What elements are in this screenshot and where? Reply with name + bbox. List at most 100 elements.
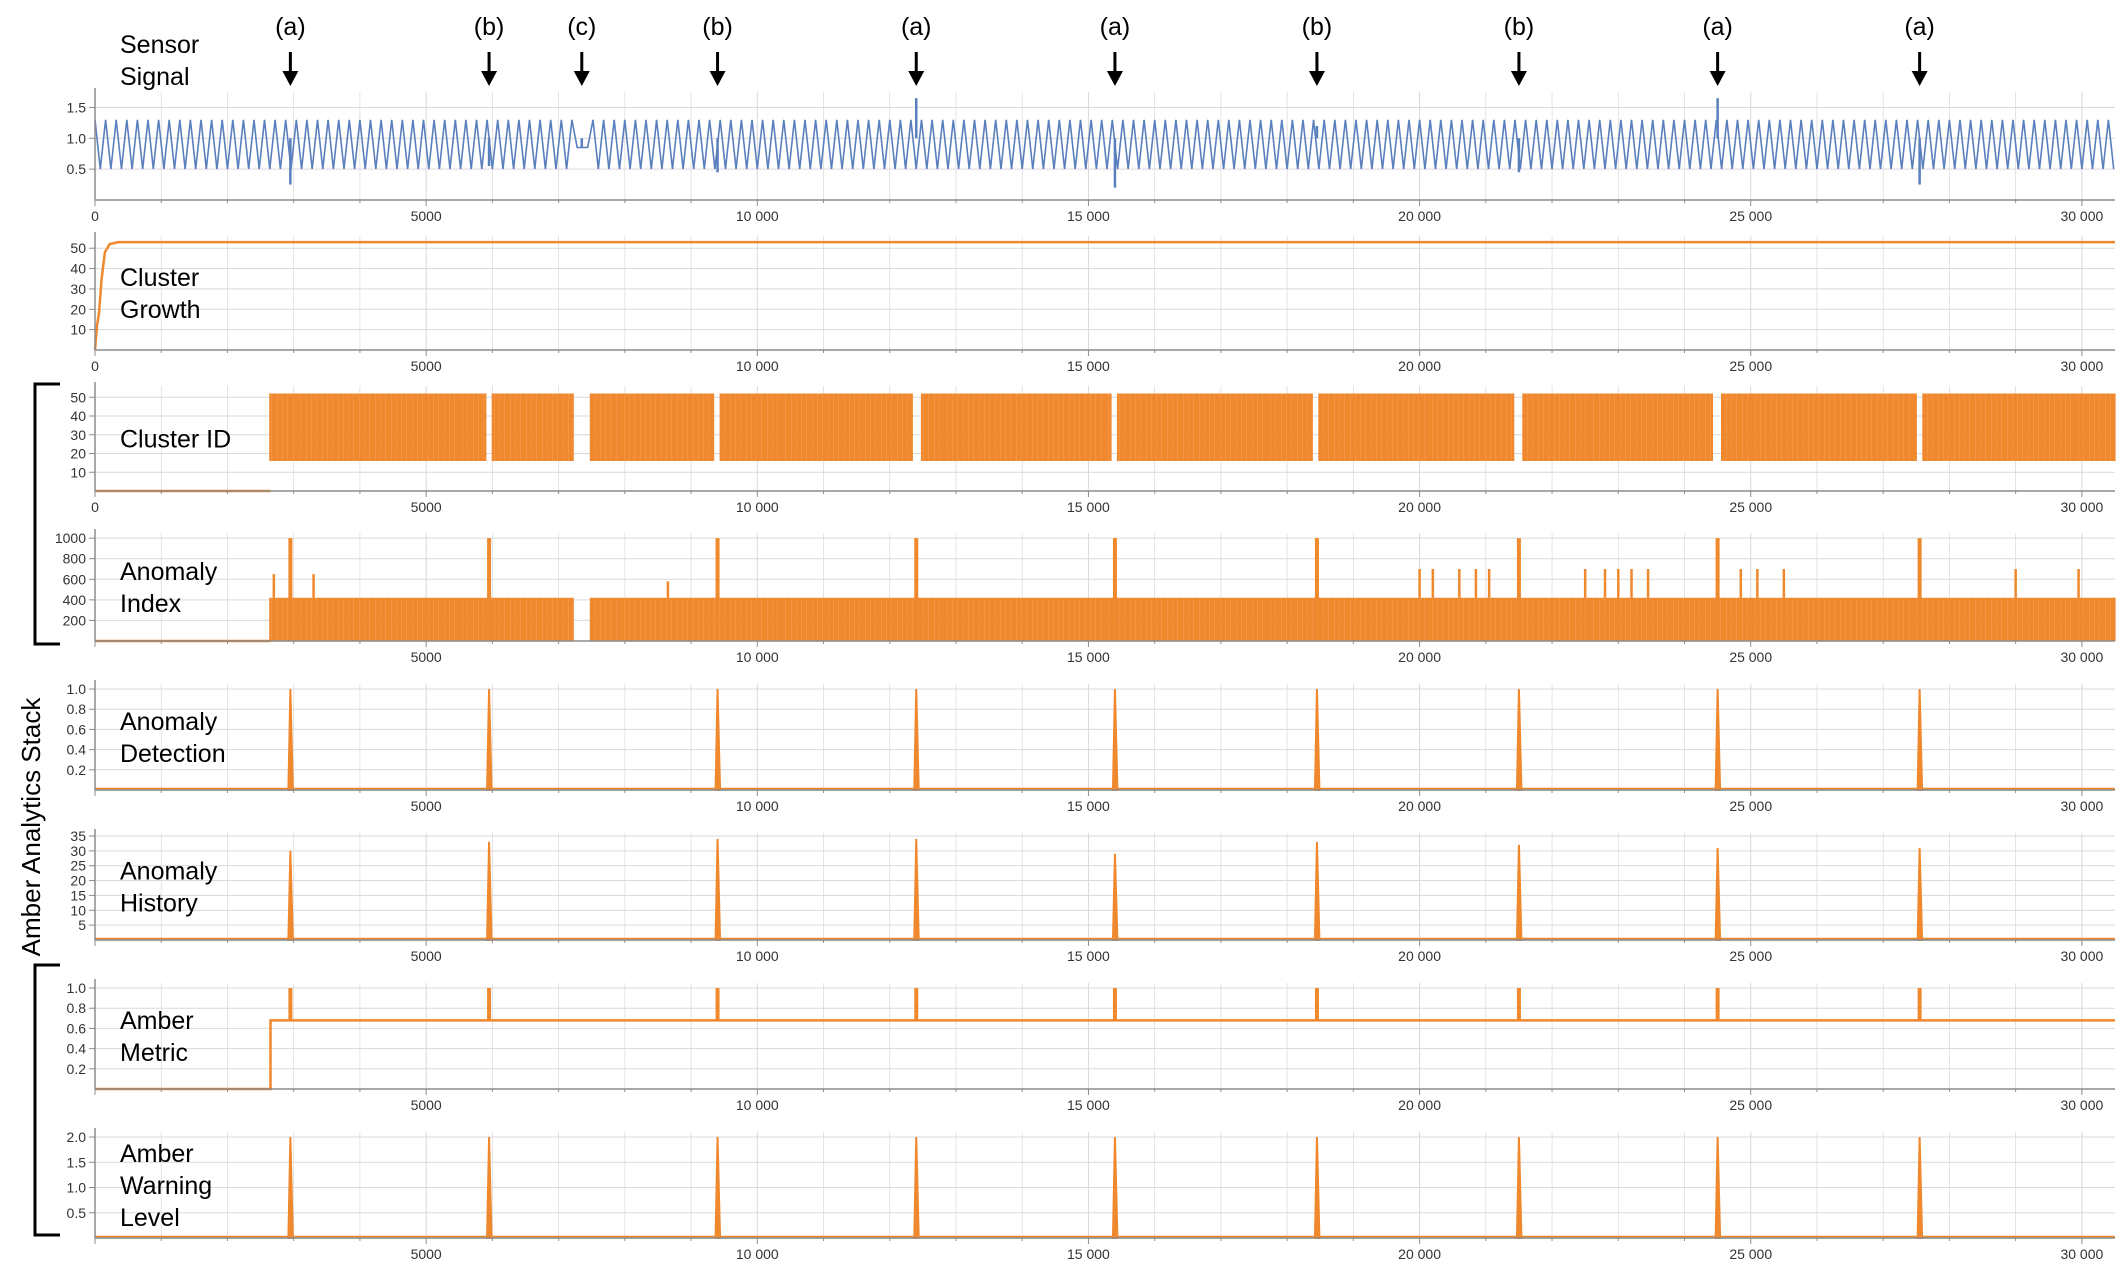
- x-tick-label: 10 000: [736, 1097, 779, 1113]
- x-tick-label: 5000: [411, 649, 442, 665]
- y-tick-label: 0.2: [67, 1061, 87, 1077]
- x-tick-label: 5000: [411, 499, 442, 515]
- event-marker-arrow-head: [1308, 71, 1325, 86]
- y-tick-label: 30: [70, 281, 86, 297]
- event-marker: (a): [275, 13, 306, 86]
- cluster-id-series: [95, 393, 2116, 493]
- x-tick-label: 10 000: [736, 649, 779, 665]
- anomaly-detection-spike: [1916, 689, 1924, 791]
- anomaly-history-spike: [486, 841, 493, 941]
- event-marker-label: (b): [1504, 13, 1535, 41]
- event-marker-arrow-head: [1911, 71, 1928, 86]
- amber-warning-level-spike: [287, 1137, 294, 1239]
- x-tick-label: 0: [91, 499, 99, 515]
- amber-warning-level-spike: [1111, 1137, 1119, 1239]
- x-tick-label: 25 000: [1729, 208, 1772, 224]
- y-tick-label: 200: [63, 612, 87, 628]
- panel-anomaly-history: 5000 10 000 15 000 20 000 25 000 30 000510152…: [70, 828, 2115, 964]
- x-tick-label: 25 000: [1729, 649, 1772, 665]
- x-tick-label: 30 000: [2060, 358, 2103, 374]
- event-marker-arrow-head: [573, 71, 590, 86]
- event-marker: (c): [567, 13, 596, 86]
- x-tick-label: 10 000: [736, 358, 779, 374]
- sensor-signal-line: [94, 119, 2115, 170]
- x-tick-label: 20 000: [1398, 649, 1441, 665]
- anomaly-detection-title: Anomaly: [120, 708, 218, 736]
- x-tick-label: 10 000: [736, 1246, 779, 1262]
- y-tick-label: 10: [70, 464, 86, 480]
- x-tick-label: 5000: [411, 208, 442, 224]
- event-marker: (a): [1904, 13, 1935, 86]
- event-marker: (b): [1504, 13, 1535, 86]
- anomaly-index-series: [95, 538, 2116, 643]
- amber-metric-title: Metric: [120, 1039, 188, 1067]
- anomaly-detection-spike: [913, 689, 920, 791]
- x-tick-label: 15 000: [1067, 798, 1110, 814]
- amber-warning-level-spike: [1714, 1137, 1722, 1239]
- stack-bracket-upper: [33, 382, 60, 646]
- y-tick-label: 20: [70, 301, 86, 317]
- anomaly-detection-spike: [1714, 689, 1722, 791]
- anomaly-detection-spike: [486, 689, 493, 791]
- x-tick-label: 25 000: [1729, 358, 1772, 374]
- anomaly-history-spike: [287, 850, 294, 941]
- x-tick-label: 15 000: [1067, 1246, 1110, 1262]
- y-tick-label: 1000: [55, 530, 86, 546]
- anomaly-detection-series: [95, 689, 2115, 791]
- sensor-signal-title: Sensor: [120, 31, 199, 59]
- y-tick-label: 40: [70, 408, 86, 424]
- event-marker-label: (b): [1302, 13, 1333, 41]
- amber-warning-level-title: Warning: [120, 1172, 212, 1200]
- y-tick-label: 0.6: [67, 1020, 87, 1036]
- panel-anomaly-detection: 5000 10 000 15 000 20 000 25 000 30 000 0.2 0.4…: [67, 680, 2115, 814]
- x-tick-label: 5000: [411, 1246, 442, 1262]
- amber-warning-level-title: Level: [120, 1204, 180, 1232]
- anomaly-index-title: Index: [120, 590, 182, 618]
- x-tick-label: 20 000: [1398, 1097, 1441, 1113]
- y-tick-label: 5: [78, 917, 86, 933]
- panel-sensor-signal: 0 5000 10 000 15 000 20 000 25 000 30 000 0.5 1.…: [67, 31, 2115, 224]
- anomaly-history-title: Anomaly: [120, 858, 218, 886]
- x-tick-label: 10 000: [736, 948, 779, 964]
- event-marker-label: (a): [1702, 13, 1733, 41]
- x-tick-label: 20 000: [1398, 948, 1441, 964]
- x-tick-label: 0: [91, 358, 99, 374]
- y-tick-label: 0.4: [67, 742, 87, 758]
- x-tick-label: 30 000: [2060, 1246, 2103, 1262]
- event-marker-arrow-head: [282, 71, 299, 86]
- y-tick-label: 20: [70, 873, 86, 889]
- anomaly-detection-spike: [287, 689, 294, 791]
- anomaly-history-spike: [1313, 841, 1321, 941]
- panel-amber-metric: 5000 10 000 15 000 20 000 25 000 30 000 0.2 0.4…: [67, 979, 2115, 1113]
- panel-cluster-id: 0 5000 10 000 15 000 20 000 25 000 30 000 10 20 3…: [70, 382, 2116, 515]
- y-tick-label: 1.0: [67, 130, 87, 146]
- y-tick-label: 1.5: [67, 1154, 87, 1170]
- anomaly-detection-title: Detection: [120, 740, 226, 768]
- x-tick-label: 15 000: [1067, 948, 1110, 964]
- event-marker-arrow-head: [481, 71, 498, 86]
- event-marker-label: (b): [474, 13, 505, 41]
- anomaly-history-spike: [1916, 847, 1924, 941]
- stack-label: Amber Analytics Stack: [16, 697, 46, 957]
- event-marker-label: (a): [901, 13, 932, 41]
- stack-bracket-lower: [33, 963, 60, 1237]
- x-tick-label: 30 000: [2060, 1097, 2103, 1113]
- cluster-growth-series: [93, 240, 2115, 351]
- sensor-signal-series: [94, 98, 2115, 188]
- y-tick-label: 0.5: [67, 1205, 87, 1221]
- y-tick-label: 0.5: [67, 161, 87, 177]
- event-marker: (b): [474, 13, 505, 86]
- anomaly-history-spike: [1111, 853, 1119, 941]
- anomaly-history-spike: [714, 838, 722, 941]
- event-marker: (a): [1100, 13, 1131, 86]
- x-tick-label: 10 000: [736, 208, 779, 224]
- event-marker-label: (a): [1100, 13, 1131, 41]
- cluster-growth-title: Growth: [120, 296, 201, 324]
- y-tick-label: 2.0: [67, 1129, 87, 1145]
- x-tick-label: 30 000: [2060, 798, 2103, 814]
- y-tick-label: 30: [70, 427, 86, 443]
- x-tick-label: 10 000: [736, 499, 779, 515]
- x-tick-label: 25 000: [1729, 948, 1772, 964]
- y-tick-label: 30: [70, 843, 86, 859]
- y-tick-label: 400: [63, 592, 87, 608]
